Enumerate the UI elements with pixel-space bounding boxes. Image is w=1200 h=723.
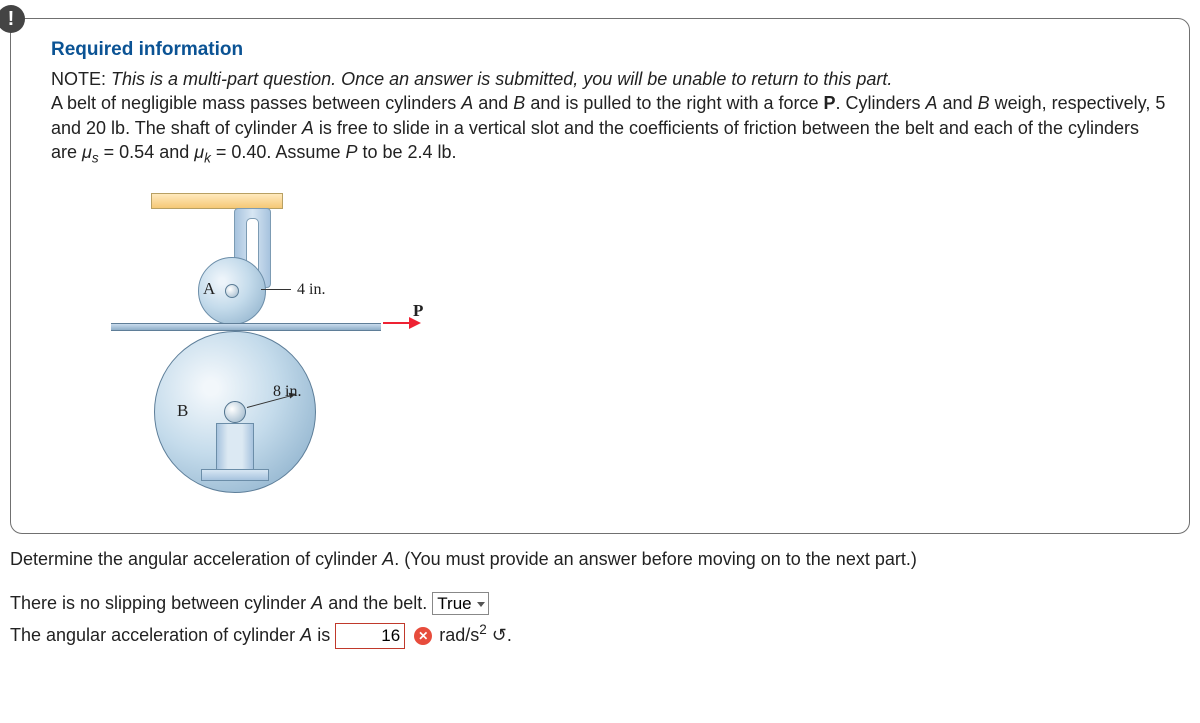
t: Determine the angular acceleration of cy…	[10, 549, 382, 569]
support-shape	[216, 423, 254, 471]
t: and	[473, 93, 513, 113]
alert-badge-icon: !	[0, 5, 25, 33]
body-text: A belt of negligible mass passes between…	[51, 93, 1165, 162]
slip-select-wrap: True	[432, 588, 489, 619]
section-title: Required information	[51, 39, 1169, 61]
question-area: Determine the angular acceleration of cy…	[10, 544, 1190, 651]
t: The angular acceleration of cylinder	[10, 625, 300, 645]
question-prompt: Determine the angular acceleration of cy…	[10, 544, 1190, 575]
t: There is no slipping between cylinder	[10, 593, 311, 613]
t: and is pulled to the right with a force	[525, 93, 823, 113]
t: A	[382, 549, 394, 569]
t: = 0.54 and	[99, 142, 195, 162]
pin-a-shape	[225, 284, 239, 298]
answer-input[interactable]	[335, 623, 405, 649]
t: 2	[479, 622, 487, 637]
t: is	[312, 625, 330, 645]
pin-b-shape	[224, 401, 246, 423]
answer-line: The angular acceleration of cylinder A i…	[10, 619, 1190, 651]
force-arrow-icon	[383, 322, 419, 324]
dim-8-text: 8 in.	[273, 383, 301, 401]
diagram: A 4 in. P B 8 in.	[51, 183, 431, 513]
slip-select[interactable]: True	[432, 592, 489, 615]
t: to be 2.4 lb.	[357, 142, 456, 162]
info-panel: ! Required information NOTE: This is a m…	[10, 18, 1190, 534]
t: and	[938, 93, 978, 113]
t: k	[204, 150, 211, 165]
belt-shape	[111, 323, 381, 331]
t: = 0.40. Assume	[211, 142, 346, 162]
dim-4-leader	[261, 289, 291, 290]
t: and the belt.	[323, 593, 427, 613]
label-a: A	[203, 279, 215, 299]
t: A	[461, 93, 473, 113]
wrong-icon: ✕	[414, 627, 432, 645]
t: s	[92, 150, 99, 165]
t: ↺.	[487, 625, 512, 645]
t: A	[300, 625, 312, 645]
note-text: NOTE: This is a multi-part question. Onc…	[51, 67, 1169, 168]
label-b: B	[177, 401, 188, 421]
note-italic: This is a multi-part question. Once an a…	[111, 69, 892, 89]
support-base-shape	[201, 469, 269, 481]
t: A belt of negligible mass passes between…	[51, 93, 461, 113]
t: A	[926, 93, 938, 113]
t: . Cylinders	[836, 93, 926, 113]
label-p: P	[413, 301, 423, 321]
t: rad/s	[439, 625, 479, 645]
slip-line: There is no slipping between cylinder A …	[10, 588, 1190, 619]
note-label: NOTE:	[51, 69, 106, 89]
t: P	[823, 93, 835, 113]
t: μ	[82, 142, 92, 162]
t: B	[978, 93, 990, 113]
unit-text: rad/s2 ↺.	[439, 625, 512, 645]
ceiling-shape	[151, 193, 283, 209]
t: . (You must provide an answer before mov…	[394, 549, 917, 569]
t: μ	[194, 142, 204, 162]
t: A	[302, 118, 314, 138]
spacer	[10, 574, 1190, 588]
dim-4-text: 4 in.	[297, 281, 325, 299]
t: P	[345, 142, 357, 162]
t: A	[311, 593, 323, 613]
t: B	[513, 93, 525, 113]
